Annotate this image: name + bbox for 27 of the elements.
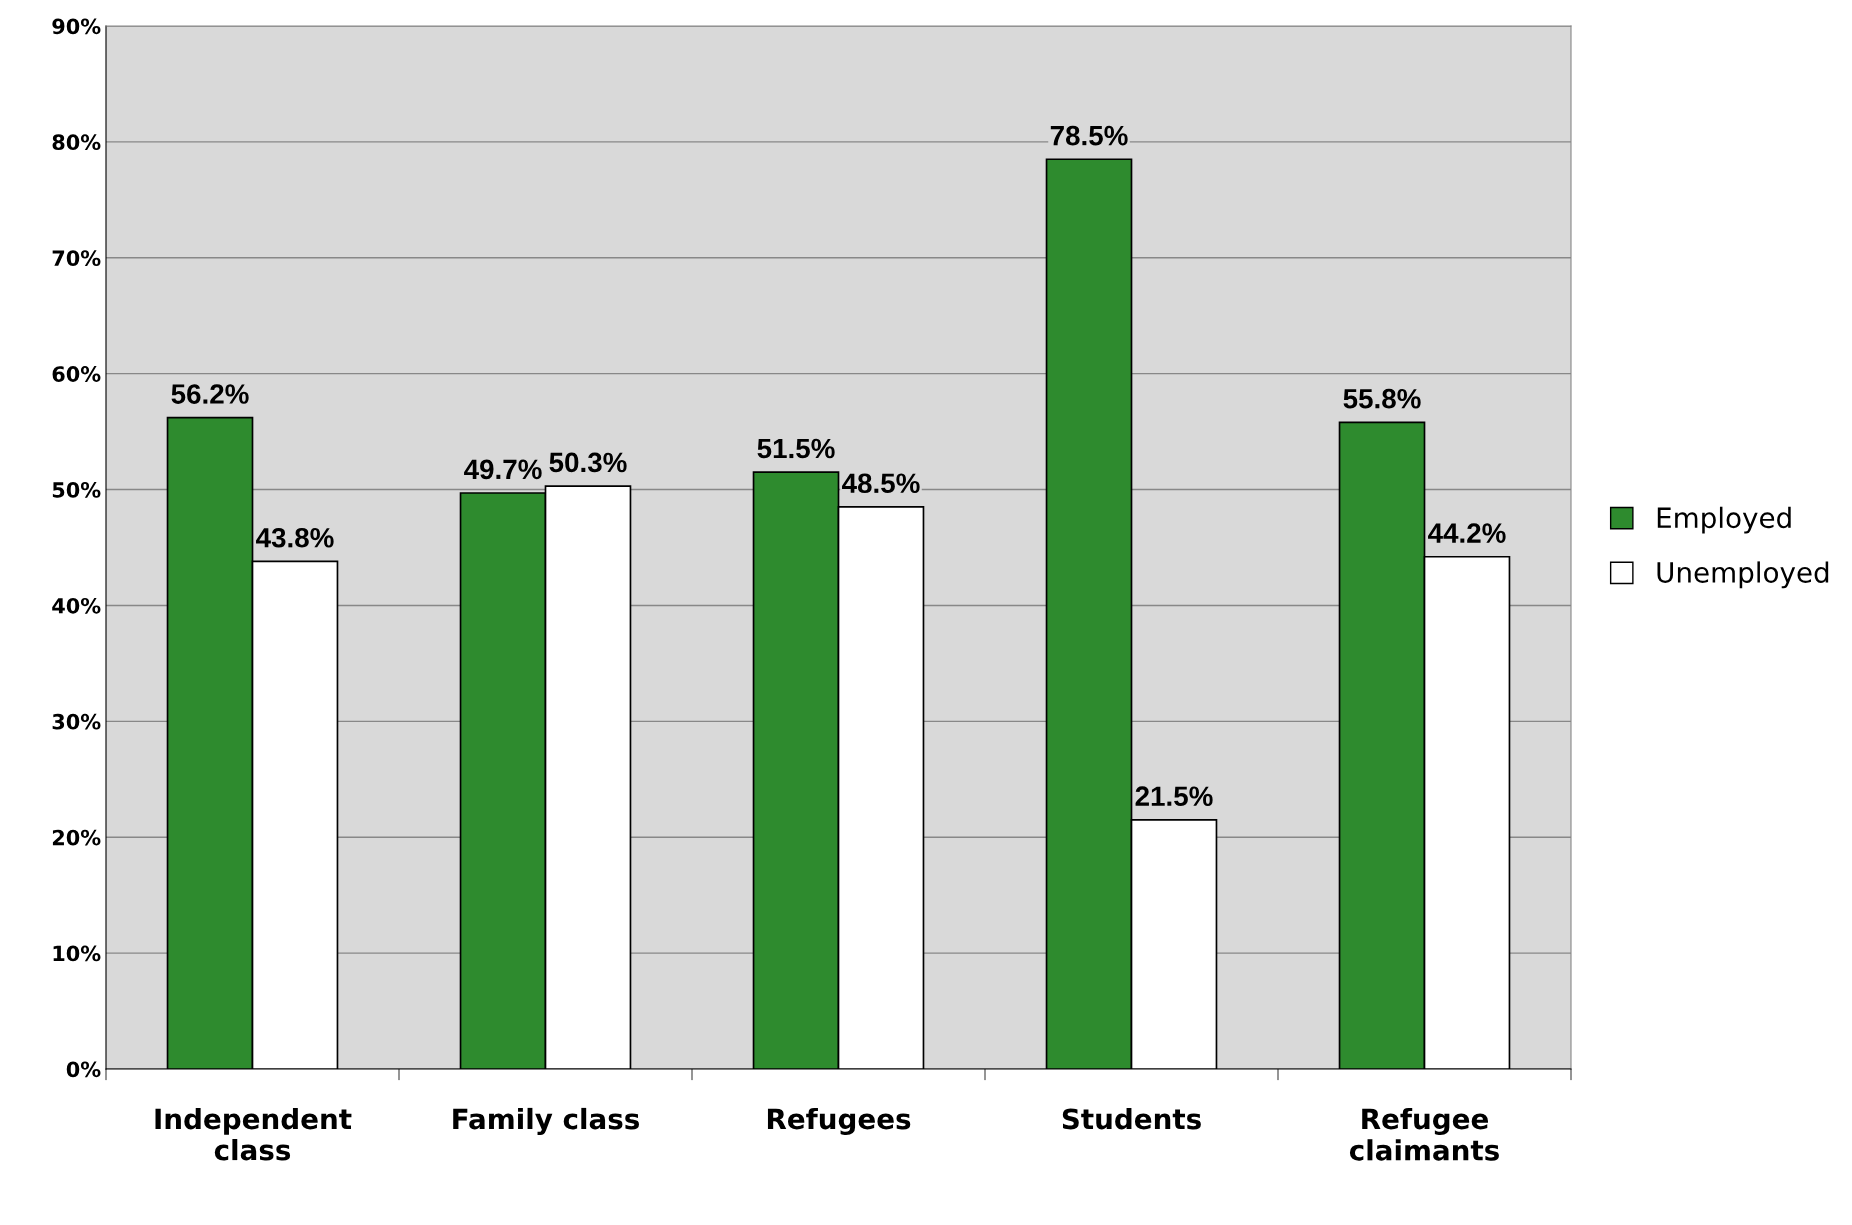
y-tick-label: 90% <box>52 18 101 35</box>
data-label: 44.2% <box>1428 523 1506 543</box>
y-tick-label: 60% <box>52 366 101 382</box>
y-tick-label: 80% <box>52 134 101 151</box>
x-tick-label: Refugee claimants <box>1349 1107 1499 1161</box>
data-label: 78.5% <box>1050 125 1128 146</box>
data-label: 43.8% <box>256 527 334 548</box>
legend-label: Employed <box>1657 506 1791 534</box>
y-tick-label: 10% <box>53 945 101 962</box>
data-label: 21.5% <box>1135 786 1213 807</box>
data-label: 56.2% <box>171 384 249 404</box>
data-label: 55.8% <box>1343 388 1421 409</box>
x-tick-label: Students <box>1062 1107 1201 1130</box>
x-tick-label: Independent class <box>155 1107 352 1161</box>
x-tick-label: Refugees <box>767 1107 911 1135</box>
data-label: 50.3% <box>549 452 627 473</box>
y-tick-label: 30% <box>52 713 101 730</box>
y-tick-label: 20% <box>52 829 101 846</box>
y-tick-label: 50% <box>52 482 101 498</box>
y-tick-label: 70% <box>52 250 101 266</box>
data-label: 48.5% <box>842 473 920 494</box>
y-tick-label: 40% <box>52 597 101 614</box>
y-tick-label: 0% <box>66 1061 101 1078</box>
data-label: 49.7% <box>464 459 542 480</box>
data-label: 51.5% <box>757 438 835 459</box>
x-tick-label: Family class <box>453 1107 640 1135</box>
legend-label: Unemployed <box>1657 561 1829 589</box>
